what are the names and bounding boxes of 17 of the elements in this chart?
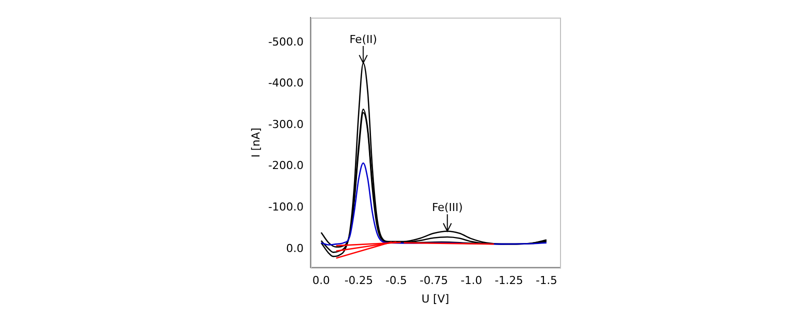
annotation: Fe(III) xyxy=(432,201,463,214)
y-tick-label: -100.0 xyxy=(268,200,304,214)
y-tick-label: 0.0 xyxy=(286,242,304,255)
y-tick-label: -300.0 xyxy=(268,118,304,131)
annotation: Fe(II) xyxy=(349,33,378,46)
y-axis-title: I [nA] xyxy=(249,128,262,158)
x-tick-label: -0.75 xyxy=(420,274,448,288)
x-tick-label: -1.0 xyxy=(460,274,482,288)
x-tick-label: -1.25 xyxy=(494,274,524,288)
y-tick-label: -400.0 xyxy=(268,76,304,90)
y-tick-label: -500.0 xyxy=(268,35,304,48)
x-tick-label: 0.0 xyxy=(312,274,330,288)
x-tick-label: -0.5 xyxy=(386,274,408,288)
x-tick-label: -0.25 xyxy=(344,274,373,288)
x-axis-title: U [V] xyxy=(422,292,450,306)
x-tick-label: -1.5 xyxy=(536,274,558,288)
y-tick-label: -200.0 xyxy=(268,159,304,172)
